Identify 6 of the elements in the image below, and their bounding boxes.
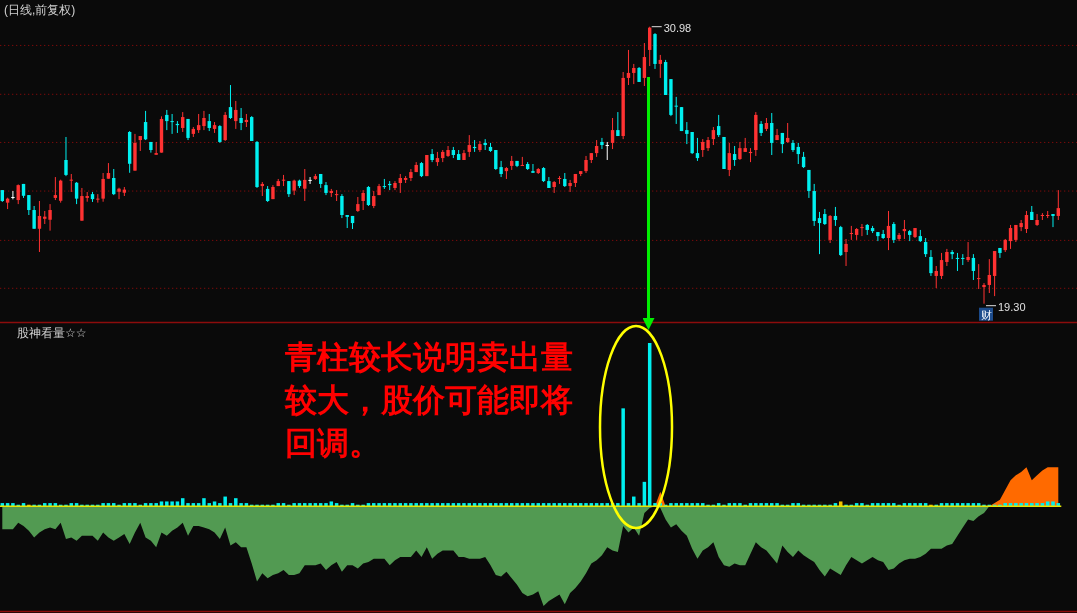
title: (日线,前复权): [4, 3, 76, 17]
annotation: 30.98: [663, 21, 692, 34]
title: 股神看量☆☆: [17, 326, 87, 340]
annotation: 财: [980, 308, 992, 321]
annotation: 19.30: [998, 300, 1026, 313]
annotation: 青柱较长说明卖出量较大，股价可能即将回调。: [285, 339, 573, 461]
